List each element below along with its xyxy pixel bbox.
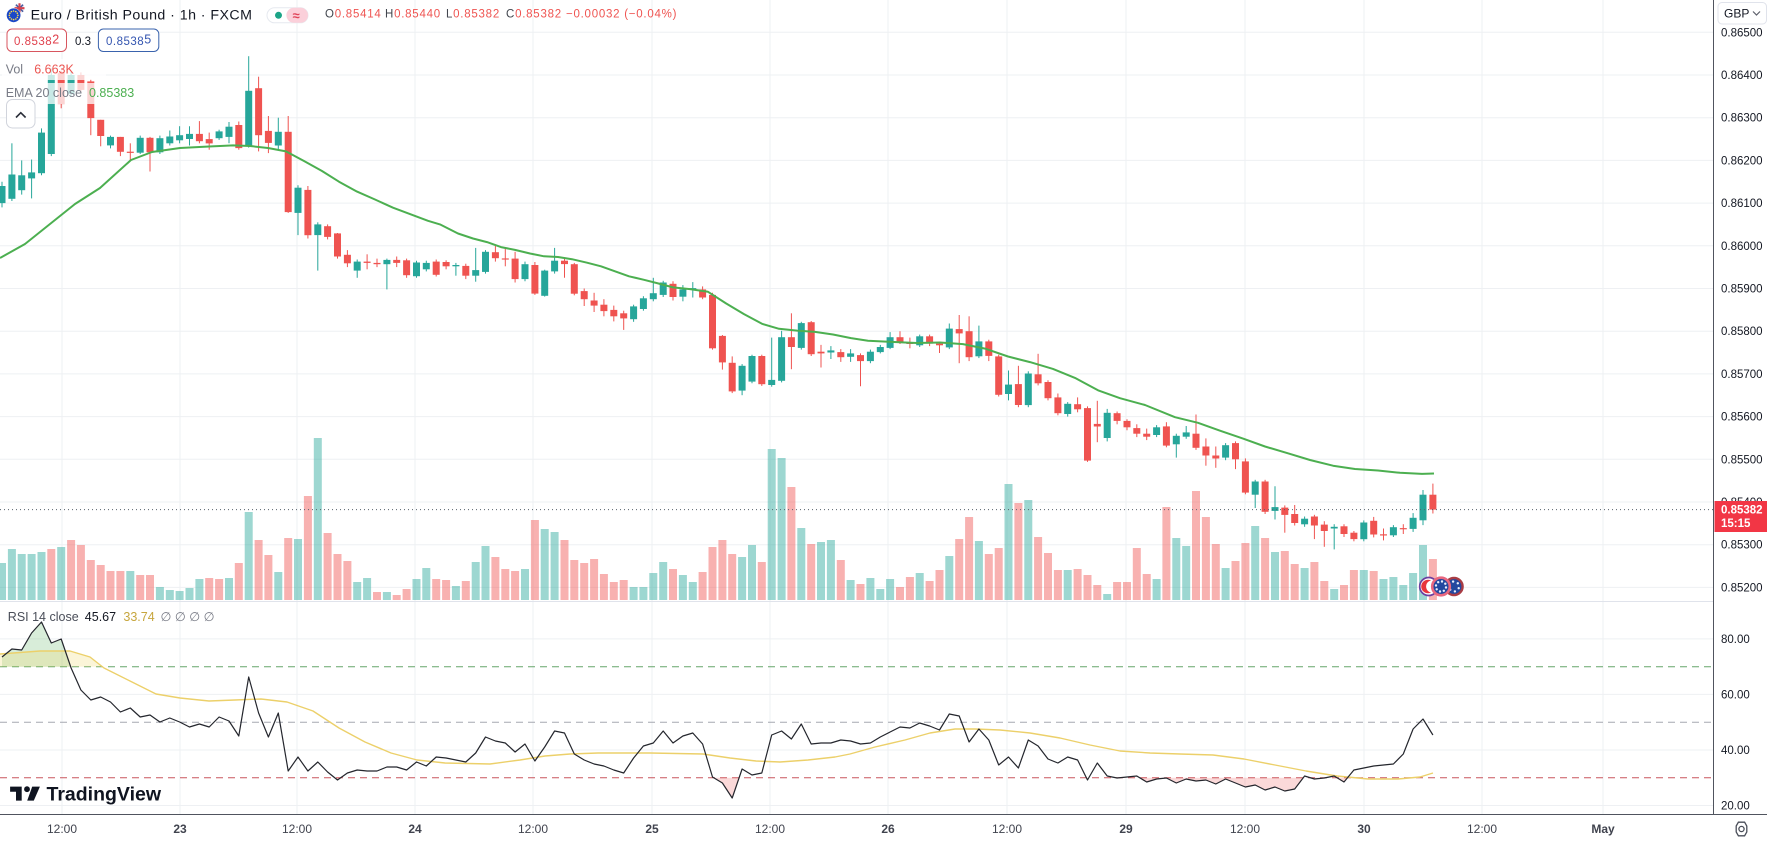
svg-text:∅ ∅ ∅ ∅: ∅ ∅ ∅ ∅ bbox=[161, 610, 215, 624]
svg-text:O0.85414: O0.85414 bbox=[325, 9, 382, 21]
svg-text:May: May bbox=[1591, 822, 1615, 836]
svg-text:29: 29 bbox=[1119, 822, 1133, 836]
svg-text:0.85700: 0.85700 bbox=[1721, 369, 1763, 381]
svg-text:15:15: 15:15 bbox=[1721, 518, 1751, 530]
svg-text:12:00: 12:00 bbox=[282, 822, 312, 836]
svg-text:12:00: 12:00 bbox=[518, 822, 548, 836]
svg-text:0.85385: 0.85385 bbox=[106, 33, 152, 49]
svg-text:0.86200: 0.86200 bbox=[1721, 155, 1763, 167]
svg-text:12:00: 12:00 bbox=[755, 822, 785, 836]
svg-text:12:00: 12:00 bbox=[1467, 822, 1497, 836]
svg-text:H0.85440: H0.85440 bbox=[385, 9, 441, 21]
svg-text:80.00: 80.00 bbox=[1721, 634, 1750, 646]
svg-text:L0.85382: L0.85382 bbox=[446, 9, 500, 21]
svg-text:0.85383: 0.85383 bbox=[89, 86, 134, 100]
svg-text:0.85900: 0.85900 bbox=[1721, 284, 1763, 296]
svg-text:0.86300: 0.86300 bbox=[1721, 113, 1763, 125]
svg-text:−0.00032 (−0.04%): −0.00032 (−0.04%) bbox=[566, 9, 677, 21]
svg-text:0.85500: 0.85500 bbox=[1721, 454, 1763, 466]
svg-text:12:00: 12:00 bbox=[1230, 822, 1260, 836]
svg-text:EMA 20 close: EMA 20 close bbox=[6, 86, 82, 100]
svg-text:Euro / British Pound · 1h · FX: Euro / British Pound · 1h · FXCM bbox=[31, 8, 253, 24]
svg-text:45.67: 45.67 bbox=[85, 610, 116, 624]
svg-text:6.663K: 6.663K bbox=[34, 63, 74, 77]
svg-text:0.86000: 0.86000 bbox=[1721, 241, 1763, 253]
svg-text:0.85382: 0.85382 bbox=[14, 33, 60, 49]
svg-text:≈: ≈ bbox=[293, 8, 300, 23]
svg-text:30: 30 bbox=[1357, 822, 1371, 836]
svg-text:0.85382: 0.85382 bbox=[1721, 505, 1763, 517]
svg-text:24: 24 bbox=[408, 822, 422, 836]
svg-text:GBP: GBP bbox=[1724, 7, 1749, 21]
svg-text:0.86400: 0.86400 bbox=[1721, 70, 1763, 82]
svg-text:12:00: 12:00 bbox=[47, 822, 77, 836]
svg-text:0.85300: 0.85300 bbox=[1721, 540, 1763, 552]
svg-text:60.00: 60.00 bbox=[1721, 689, 1750, 701]
svg-text:0.85800: 0.85800 bbox=[1721, 326, 1763, 338]
svg-text:RSI 14 close: RSI 14 close bbox=[8, 610, 79, 624]
svg-text:0.85200: 0.85200 bbox=[1721, 582, 1763, 594]
svg-text:23: 23 bbox=[173, 822, 187, 836]
svg-text:0.3: 0.3 bbox=[75, 36, 91, 48]
svg-text:20.00: 20.00 bbox=[1721, 801, 1750, 813]
svg-text:12:00: 12:00 bbox=[992, 822, 1022, 836]
svg-text:0.86100: 0.86100 bbox=[1721, 198, 1763, 210]
svg-text:26: 26 bbox=[881, 822, 895, 836]
svg-text:0.86500: 0.86500 bbox=[1721, 27, 1763, 39]
svg-text:Vol: Vol bbox=[6, 63, 23, 77]
svg-text:25: 25 bbox=[645, 822, 659, 836]
svg-text:C0.85382: C0.85382 bbox=[506, 9, 562, 21]
svg-text:33.74: 33.74 bbox=[123, 610, 154, 624]
svg-text:TradingView: TradingView bbox=[47, 784, 162, 806]
svg-text:40.00: 40.00 bbox=[1721, 745, 1750, 757]
svg-text:0.85600: 0.85600 bbox=[1721, 412, 1763, 424]
